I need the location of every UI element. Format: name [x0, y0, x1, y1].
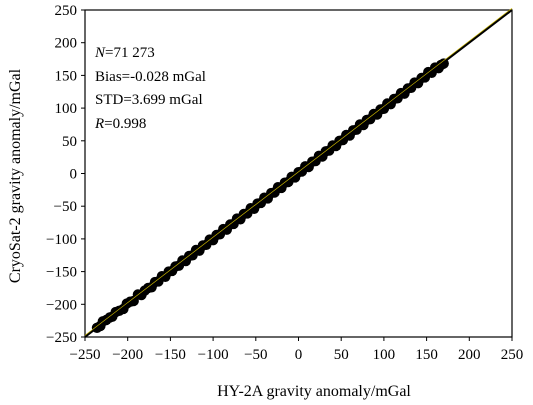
reference-line [84, 9, 513, 338]
y-tick-label: 150 [55, 68, 78, 84]
x-tick-label: 0 [295, 347, 303, 363]
x-tick-label: 200 [458, 347, 481, 363]
y-tick-label: 250 [55, 3, 78, 19]
x-tick-label: 100 [373, 347, 396, 363]
y-axis: −250 −200 −150 −100 −50 0 50 100 150 200 250 [46, 3, 85, 346]
stat-bias: Bias=-0.028 mGal [95, 69, 206, 85]
y-tick-label: −200 [46, 297, 77, 313]
y-tick-label: −250 [46, 330, 77, 346]
x-tick-label: −250 [70, 347, 101, 363]
y-tick-label: 0 [70, 167, 78, 183]
stat-r: R=0.998 [94, 116, 146, 132]
y-tick-label: 100 [55, 101, 78, 117]
x-tick-label: 50 [334, 347, 349, 363]
x-axis-label: HY-2A gravity anomaly/mGal [217, 383, 411, 400]
x-tick-label: −200 [112, 347, 143, 363]
fit-line [84, 8, 513, 336]
stat-std: STD=3.699 mGal [95, 92, 203, 108]
y-tick-label: −150 [46, 265, 77, 281]
x-tick-label: 150 [415, 347, 438, 363]
x-tick-label: 250 [501, 347, 524, 363]
y-tick-label: −50 [54, 199, 77, 215]
stat-n: N=71 273 [94, 45, 155, 61]
y-tick-label: −100 [46, 232, 77, 248]
x-tick-label: −50 [244, 347, 267, 363]
stats-annotation: N=71 273 Bias=-0.028 mGal STD=3.699 mGal… [94, 45, 206, 132]
y-tick-label: 50 [62, 134, 77, 150]
x-tick-label: −100 [198, 347, 229, 363]
x-tick-label: −150 [155, 347, 186, 363]
y-axis-label: CryoSat-2 gravity anomaly/mGal [7, 68, 24, 283]
y-tick-label: 200 [55, 36, 78, 52]
x-axis: −250 −200 −150 −100 −50 0 50 100 150 200 250 [70, 337, 524, 363]
